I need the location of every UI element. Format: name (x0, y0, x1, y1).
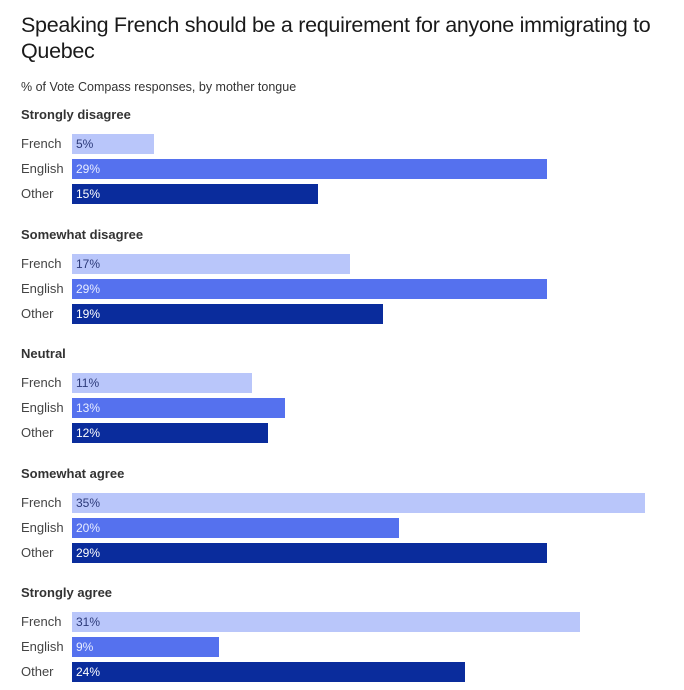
data-label: 29% (76, 162, 101, 176)
series-label: Other (21, 544, 54, 560)
series-label: Other (21, 664, 54, 679)
bar-french (72, 612, 580, 632)
group-title: Somewhat agree (21, 465, 125, 481)
bar-english (72, 637, 220, 657)
bar-english (72, 398, 285, 418)
series-label: French (21, 375, 62, 390)
group-title: Strongly agree (21, 585, 113, 600)
bar-other (72, 303, 384, 324)
series-label: French (21, 255, 62, 271)
series-label: French (21, 136, 62, 151)
data-label: 31% (76, 615, 101, 629)
data-label: 24% (76, 665, 101, 679)
series-label: English (21, 161, 64, 176)
series-label: English (21, 639, 64, 654)
data-label: 5% (76, 137, 94, 151)
data-label: 12% (76, 426, 101, 440)
bar-french (72, 253, 351, 274)
series-label: English (21, 519, 64, 535)
bar-other (72, 662, 465, 682)
data-label: 19% (76, 306, 101, 321)
bar-french (72, 492, 645, 513)
series-label: French (21, 614, 62, 629)
bar-other (72, 542, 547, 563)
data-label: 29% (76, 545, 101, 560)
bar-french (72, 134, 154, 154)
chart-subtitle: % of Vote Compass responses, by mother t… (21, 80, 297, 94)
group-title: Strongly disagree (21, 107, 131, 122)
bar-other (72, 184, 318, 204)
data-label: 9% (76, 640, 94, 654)
series-label: Other (21, 425, 54, 440)
chart-title: Speaking French should be a requirement … (21, 13, 651, 63)
series-label: English (21, 280, 64, 296)
data-label: 13% (76, 401, 101, 415)
bar-english (72, 278, 547, 299)
group-title: Somewhat disagree (21, 226, 144, 242)
group-title: Neutral (21, 346, 66, 361)
data-label: 17% (76, 256, 101, 271)
data-label: 35% (76, 495, 101, 510)
bar-french (72, 373, 253, 393)
series-label: French (21, 494, 62, 510)
series-label: English (21, 400, 64, 415)
data-label: 20% (76, 520, 101, 535)
series-label: Other (21, 305, 54, 321)
series-label: Other (21, 186, 54, 201)
data-label: 29% (76, 281, 101, 296)
bar-english (72, 159, 547, 179)
bar-other (72, 423, 269, 443)
data-label: 15% (76, 187, 101, 201)
bar-english (72, 517, 400, 538)
data-label: 11% (76, 376, 100, 390)
